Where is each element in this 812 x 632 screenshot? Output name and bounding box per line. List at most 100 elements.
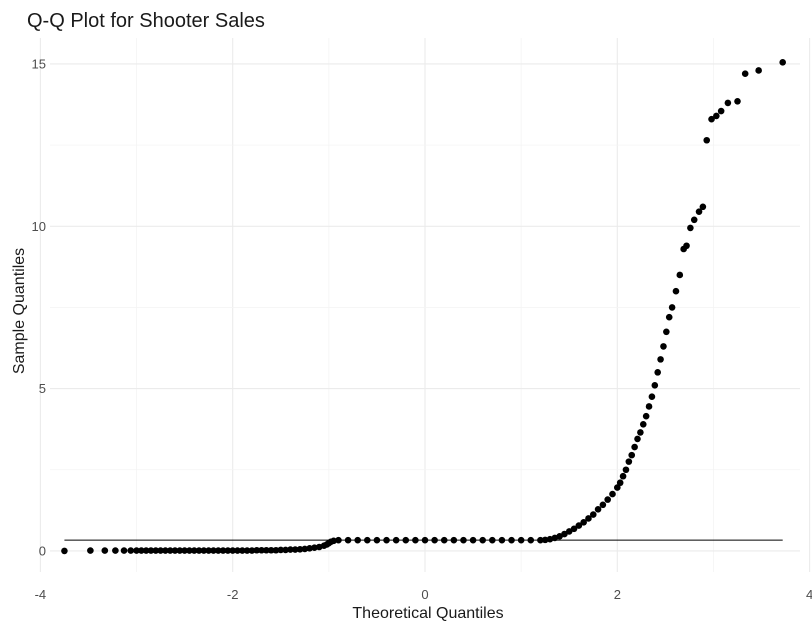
qq-point (239, 547, 246, 554)
qq-point (142, 547, 150, 554)
qq-point (138, 547, 145, 554)
qq-point (585, 515, 592, 522)
qq-point (527, 536, 535, 544)
qq-point (537, 536, 544, 544)
qq-point (695, 208, 703, 215)
qq-point (724, 99, 732, 107)
qq-point (631, 443, 638, 451)
qq-point (147, 547, 155, 554)
qq-point (741, 70, 749, 78)
qq-point (344, 536, 352, 544)
qq-point (224, 547, 232, 554)
qq-point (634, 435, 641, 443)
qq-point (253, 546, 261, 554)
y-tick-label: 15 (32, 56, 46, 71)
qq-point (699, 203, 707, 211)
qq-point (200, 547, 208, 554)
x-tick-label: 4 (806, 587, 812, 602)
qq-point (570, 525, 578, 533)
qq-point (195, 547, 203, 554)
qq-point (392, 536, 400, 544)
qq-point (734, 98, 741, 105)
qq-point (469, 536, 477, 544)
qq-point (619, 472, 627, 480)
qq-point (152, 547, 160, 554)
qq-point (291, 546, 299, 553)
qq-point (637, 429, 644, 436)
qq-point (61, 547, 68, 555)
qq-point (277, 546, 285, 554)
qq-point (120, 547, 128, 554)
x-tick-label: 0 (421, 587, 428, 602)
qq-point (690, 216, 698, 224)
qq-point (133, 547, 140, 554)
qq-point (431, 536, 438, 544)
qq-point (609, 490, 616, 498)
x-tick-label: -2 (227, 587, 239, 602)
qq-point (672, 287, 680, 295)
qq-point (402, 536, 410, 544)
qq-point (614, 484, 621, 491)
qq-point (364, 536, 371, 544)
qq-point (205, 547, 212, 554)
qq-point (162, 547, 169, 554)
qq-point (335, 536, 342, 544)
qq-point (616, 479, 624, 487)
qq-point (421, 536, 429, 544)
qq-point (229, 547, 236, 554)
qq-point (282, 546, 289, 554)
chart-title: Q-Q Plot for Shooter Sales (27, 10, 265, 32)
y-tick-label: 0 (39, 543, 46, 558)
qq-point (713, 112, 720, 120)
qq-point (625, 458, 633, 465)
qq-point (450, 536, 458, 544)
qq-point (272, 546, 280, 554)
qq-point (589, 511, 597, 518)
qq-point (127, 547, 135, 554)
qq-point (112, 547, 119, 554)
qq-point (645, 403, 653, 410)
qq-point (296, 545, 304, 553)
x-axis-title: Theoretical Quantiles (352, 605, 503, 622)
qq-point (383, 536, 390, 544)
qq-point (717, 107, 725, 115)
qq-point (287, 546, 294, 553)
qq-point (654, 369, 661, 376)
qq-point (580, 519, 587, 526)
qq-point (234, 547, 241, 554)
qq-point (460, 536, 467, 544)
qq-point (219, 547, 227, 554)
qq-point (412, 536, 419, 544)
qq-point (186, 547, 193, 554)
qq-point (101, 547, 109, 554)
qq-point (575, 522, 583, 529)
qq-point (306, 545, 313, 552)
grid (39, 38, 811, 572)
qq-point (779, 59, 786, 66)
qq-point (373, 536, 381, 544)
x-tick-label: -4 (35, 587, 47, 602)
qq-point (258, 546, 265, 554)
qq-point (683, 242, 690, 250)
qq-point (668, 304, 676, 311)
qq-point (508, 536, 515, 544)
qq-point (628, 451, 636, 459)
qq-point (157, 547, 164, 554)
qq-point (190, 547, 198, 554)
x-tick-label: 2 (614, 587, 621, 602)
qq-point (657, 356, 664, 363)
qq-point (87, 547, 94, 554)
qq-point (171, 547, 179, 554)
qq-point (604, 496, 611, 503)
points-layer (61, 59, 786, 555)
qq-point (176, 547, 184, 554)
qq-point (708, 115, 715, 123)
qq-point (498, 536, 506, 544)
qq-point (622, 466, 630, 474)
qq-point (599, 501, 607, 509)
y-tick-label: 10 (32, 219, 46, 234)
x-tick-labels: -4 -2 0 2 4 (35, 587, 812, 602)
qq-point (517, 536, 525, 544)
qq-point (594, 506, 602, 513)
qq-point (301, 545, 309, 553)
